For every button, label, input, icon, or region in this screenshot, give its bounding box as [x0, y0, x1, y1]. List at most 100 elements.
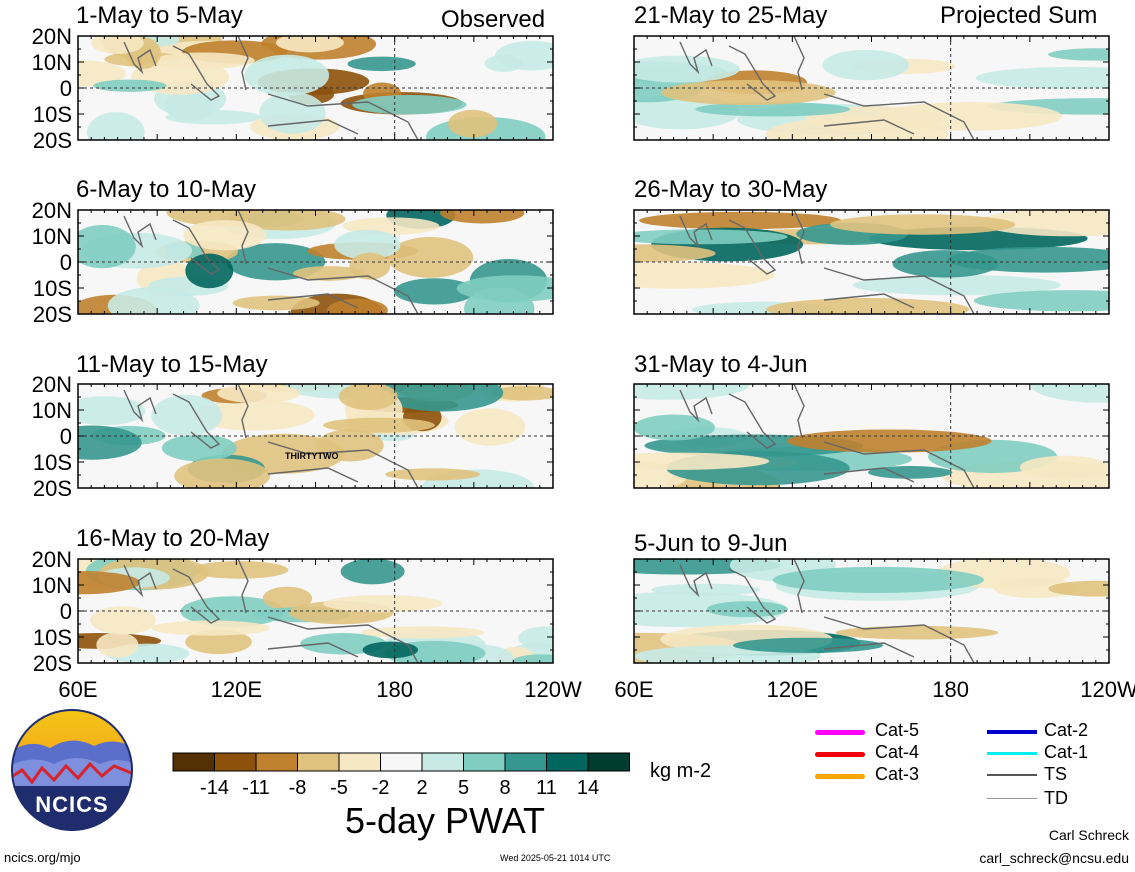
legend-label: Cat-5: [875, 720, 920, 740]
pwat-anomaly-blob: [1048, 48, 1109, 61]
pwat-anomaly-blob: [634, 262, 775, 289]
y-tick-label: 10N: [32, 50, 72, 75]
y-tick-label: 0: [60, 599, 72, 624]
pwat-anomaly-blob: [456, 275, 553, 302]
pwat-anomaly-blob: [868, 466, 953, 479]
pwat-anomaly-blob: [244, 54, 330, 96]
x-tick-label: 120W: [524, 677, 582, 700]
website-link[interactable]: ncics.org/mjo: [4, 850, 81, 865]
pwat-anomaly-blob: [1031, 384, 1109, 403]
pwat-anomaly-blob: [362, 641, 419, 659]
pwat-anomaly-blob: [185, 629, 252, 655]
pwat-anomaly-blob: [338, 384, 398, 410]
pwat-anomaly-blob: [947, 246, 1109, 273]
pwat-anomaly-blob: [492, 385, 553, 401]
pwat-anomaly-blob: [732, 637, 884, 653]
panel-title-4: 16-May to 20-May: [76, 525, 270, 552]
colorbar-swatch: [546, 752, 589, 772]
pwat-anomaly-blob: [634, 414, 715, 441]
pwat-anomaly-blob: [975, 66, 1109, 90]
pwat-anomaly-blob: [634, 229, 788, 245]
pwat-anomaly-blob: [96, 632, 139, 658]
colorbar-tick-label: 5: [458, 777, 469, 799]
pwat-anomaly-blob: [634, 452, 770, 470]
y-tick-label: 20N: [32, 24, 72, 49]
legend-label: TS: [1044, 764, 1068, 784]
pwat-anomaly-blob: [1019, 455, 1109, 479]
coastline: [679, 384, 975, 488]
pwat-anomaly-blob: [852, 274, 1062, 296]
pwat-anomaly-blob: [183, 220, 267, 251]
pwat-anomaly-blob: [440, 210, 525, 224]
coastline: [679, 210, 975, 314]
colorbar-swatch: [463, 752, 506, 772]
pwat-anomaly-blob: [1048, 580, 1109, 597]
pwat-anomaly-blob: [107, 287, 200, 314]
pwat-anomaly-blob: [93, 79, 167, 92]
pwat-anomaly-blob: [229, 210, 346, 231]
logo-text: NCICS: [35, 792, 109, 817]
x-tick-label: 120W: [1080, 677, 1135, 700]
pwat-anomaly-blob: [78, 396, 146, 426]
colorbar-swatch: [380, 752, 423, 772]
panel-title-5: 21-May to 25-May: [634, 2, 828, 29]
pwat-anomaly-blob: [340, 559, 405, 585]
pwat-anomaly-blob: [262, 586, 313, 611]
legend-line: [987, 798, 1037, 799]
pwat-anomaly-blob: [822, 49, 909, 81]
y-tick-label: 10N: [32, 398, 72, 423]
pwat-anomaly-blob: [454, 408, 526, 446]
storm-label: THIRTYTWO: [285, 451, 339, 461]
panel-title-2: 6-May to 10-May: [76, 176, 257, 203]
pwat-anomaly-blob: [639, 211, 842, 230]
y-tick-label: 10N: [32, 573, 72, 598]
colorbar-tick-label: -11: [242, 777, 269, 799]
colorbar-tick-label: -14: [200, 777, 229, 799]
map-panel-6: [633, 209, 1110, 315]
colorbar-tick-label: 8: [499, 777, 510, 799]
panel-title-3: 11-May to 15-May: [76, 351, 268, 378]
y-tick-label: 20S: [33, 128, 72, 153]
colorbar-swatch: [338, 752, 381, 772]
x-tick-label: 180: [932, 677, 969, 700]
author-email[interactable]: carl_schreck@ncsu.edu: [979, 850, 1129, 866]
x-tick-label: 120E: [767, 677, 818, 700]
y-tick-label: 20N: [32, 198, 72, 223]
colorbar: -14 -11 -8 -5 -2 2 5 8 11 14: [172, 752, 630, 799]
pwat-anomaly-blob: [90, 606, 156, 635]
legend-label: Cat-4: [875, 742, 920, 762]
y-tick-label: 0: [60, 250, 72, 275]
pwat-anomaly-blob: [448, 109, 498, 138]
pwat-anomaly-blob: [217, 384, 300, 404]
colorbar-tick-label: -2: [372, 777, 390, 799]
pwat-anomaly-blob: [352, 94, 467, 115]
pwat-anomaly-blob: [78, 224, 136, 269]
pwat-anomaly-blob: [174, 458, 271, 488]
pwat-anomaly-blob: [979, 210, 1109, 237]
colorbar-tick-label: 2: [416, 777, 427, 799]
pwat-anomaly-blob: [151, 394, 223, 436]
pwat-anomaly-blob: [706, 601, 789, 618]
ncics-logo: NCICS: [10, 708, 134, 832]
pwat-anomaly-blob: [660, 80, 836, 106]
y-tick-label: 10S: [33, 625, 72, 650]
pwat-anomaly-blob: [190, 561, 289, 579]
colorbar-swatch: [504, 752, 547, 772]
pwat-anomaly-blob: [695, 102, 851, 117]
pwat-anomaly-blob: [349, 252, 391, 280]
pwat-anomaly-blob: [634, 384, 750, 400]
y-tick-label: 10S: [33, 276, 72, 301]
pwat-anomaly-blob: [518, 626, 553, 650]
pwat-anomaly-blob: [327, 298, 388, 314]
pwat-anomaly-blob: [232, 295, 320, 311]
legend-line: [815, 730, 865, 735]
pwat-anomaly-blob: [786, 429, 992, 453]
author: Carl Schreck: [1048, 827, 1129, 843]
panel-title-8: 5-Jun to 9-Jun: [634, 530, 788, 557]
colorbar-swatch: [172, 752, 215, 772]
pwat-anomaly-blob: [151, 620, 270, 636]
pwat-anomaly-blob: [973, 290, 1109, 312]
legend-line: [987, 752, 1037, 755]
